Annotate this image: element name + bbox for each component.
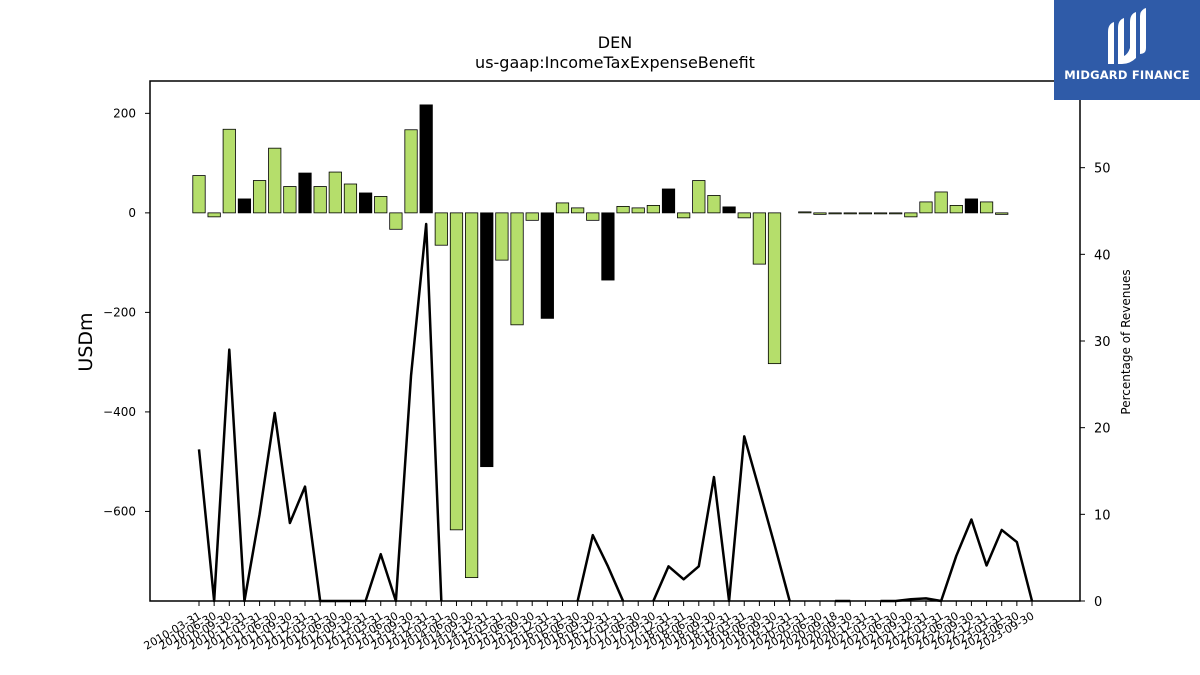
y-right-tick-label: 10 <box>1094 508 1111 523</box>
y-left-tick-label: −200 <box>103 305 136 319</box>
bar <box>979 201 994 214</box>
bar <box>661 188 676 214</box>
pct-revenue-line <box>197 222 443 603</box>
bar <box>692 180 706 214</box>
chart-title: DEN <box>598 33 632 52</box>
bar <box>268 147 282 214</box>
chart-subtitle: us-gaap:IncomeTaxExpenseBenefit <box>475 53 755 72</box>
bar <box>283 186 297 214</box>
bar <box>995 212 1009 215</box>
bar <box>646 205 660 214</box>
y-axis-right-label: Percentage of Revenues <box>1119 269 1133 414</box>
bar <box>343 183 358 214</box>
pct-revenue-line <box>880 518 1034 603</box>
y-left-tick-label: 0 <box>128 206 136 220</box>
y-left-tick-label: −600 <box>103 504 136 518</box>
bar <box>192 175 206 214</box>
bar <box>631 207 645 214</box>
bar <box>586 212 600 221</box>
brand-name: MIDGARD FINANCE <box>1064 68 1190 82</box>
bar <box>601 212 615 281</box>
bar <box>843 212 857 215</box>
bar <box>389 212 403 230</box>
bar <box>328 171 342 214</box>
bar <box>677 212 691 219</box>
bar <box>449 212 464 531</box>
bar <box>737 212 751 219</box>
pct-revenue-line <box>576 533 625 602</box>
bar <box>949 205 963 214</box>
bar <box>313 186 327 214</box>
bar <box>555 202 570 214</box>
bar <box>934 191 948 214</box>
bar <box>510 212 524 326</box>
bar <box>767 212 782 365</box>
bar <box>722 206 736 214</box>
pct-revenue-line <box>652 435 791 603</box>
y-right-tick-label: 40 <box>1094 248 1111 263</box>
bar <box>919 201 933 214</box>
bar <box>480 212 494 468</box>
y-left-tick-label: −400 <box>103 405 136 419</box>
bar <box>571 207 585 214</box>
brand-logo: MIDGARD FINANCE <box>1054 0 1200 100</box>
bar <box>964 198 979 214</box>
bar <box>434 212 448 246</box>
bar <box>419 104 433 214</box>
bar <box>465 212 479 579</box>
y-right-tick-label: 50 <box>1094 162 1111 177</box>
bar <box>374 196 388 214</box>
bar <box>222 128 236 214</box>
bar <box>707 195 721 214</box>
bar <box>252 180 267 214</box>
y-right-tick-label: 30 <box>1094 335 1111 350</box>
bar <box>540 212 554 319</box>
bar <box>616 205 630 214</box>
bar <box>207 212 221 218</box>
bar <box>404 129 418 214</box>
bar <box>889 212 903 215</box>
y-axis-left-label: USDm <box>75 312 97 371</box>
bar <box>358 192 373 214</box>
bar <box>813 212 827 215</box>
plot-layer: 2000−200−400−600010203040502010-03-31201… <box>103 80 1111 653</box>
bar <box>798 211 812 214</box>
y-right-tick-label: 20 <box>1094 422 1111 437</box>
bar <box>752 212 766 265</box>
y-right-tick-label: 0 <box>1094 595 1102 610</box>
bar <box>858 212 873 215</box>
bar <box>828 212 842 215</box>
bar <box>237 198 252 214</box>
bar <box>873 212 888 215</box>
bar <box>495 212 509 261</box>
bar <box>525 212 539 221</box>
midgard-m-icon <box>1108 8 1146 64</box>
bar <box>298 172 312 214</box>
y-left-tick-label: 200 <box>113 106 136 120</box>
bar <box>904 212 918 218</box>
